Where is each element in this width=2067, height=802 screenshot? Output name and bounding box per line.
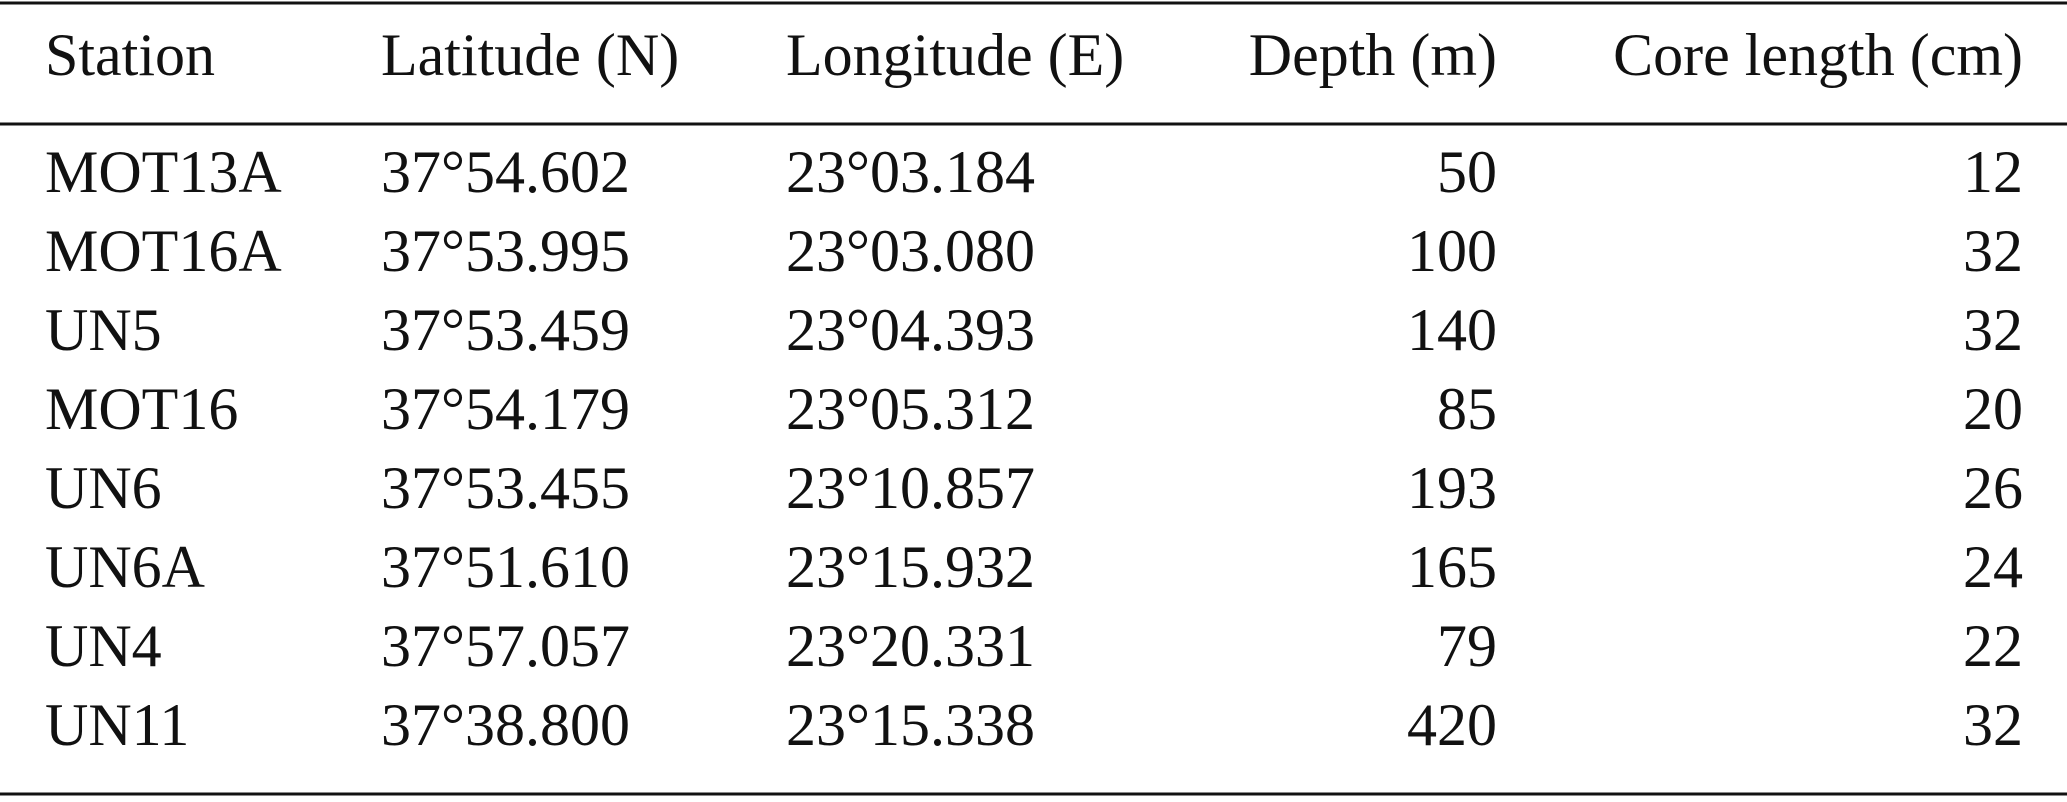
table-cell: 85 xyxy=(1437,376,1497,442)
table-cell: MOT16 xyxy=(45,376,238,442)
table-cell: UN6 xyxy=(45,455,162,521)
table-cell: 23°04.393 xyxy=(786,297,1035,363)
table-cell: 23°03.080 xyxy=(786,218,1035,284)
column-header: Core length (cm) xyxy=(1613,22,2023,88)
table-cell: 37°51.610 xyxy=(381,534,630,600)
table-cell: 37°53.995 xyxy=(381,218,630,284)
table-cell: MOT13A xyxy=(45,139,282,205)
table-cell: 50 xyxy=(1437,139,1497,205)
table-cell: 37°54.179 xyxy=(381,376,630,442)
column-header: Latitude (N) xyxy=(381,22,679,88)
table-cell: 37°57.057 xyxy=(381,613,630,679)
table-cell: UN4 xyxy=(45,613,162,679)
table-cell: 100 xyxy=(1407,218,1497,284)
table-cell: 23°15.338 xyxy=(786,692,1035,758)
table-cell: MOT16A xyxy=(45,218,282,284)
table-cell: 23°05.312 xyxy=(786,376,1035,442)
table-cell: 23°03.184 xyxy=(786,139,1035,205)
table-cell: UN11 xyxy=(45,692,189,758)
table-cell: 26 xyxy=(1963,455,2023,521)
table-cell: 165 xyxy=(1407,534,1497,600)
table-cell: 140 xyxy=(1407,297,1497,363)
table-cell: UN5 xyxy=(45,297,162,363)
table-cell: 12 xyxy=(1963,139,2023,205)
table-cell: 37°53.455 xyxy=(381,455,630,521)
table-cell: UN6A xyxy=(45,534,205,600)
column-header: Station xyxy=(45,22,215,88)
column-header: Longitude (E) xyxy=(786,22,1124,88)
table-cell: 23°15.932 xyxy=(786,534,1035,600)
table-cell: 24 xyxy=(1963,534,2023,600)
table-cell: 37°54.602 xyxy=(381,139,630,205)
table-cell: 37°53.459 xyxy=(381,297,630,363)
table-cell: 23°10.857 xyxy=(786,455,1035,521)
table-cell: 193 xyxy=(1407,455,1497,521)
table-cell: 32 xyxy=(1963,297,2023,363)
table-cell: 37°38.800 xyxy=(381,692,630,758)
table-cell: 32 xyxy=(1963,218,2023,284)
table-cell: 32 xyxy=(1963,692,2023,758)
table-cell: 79 xyxy=(1437,613,1497,679)
table-cell: 23°20.331 xyxy=(786,613,1035,679)
column-header: Depth (m) xyxy=(1249,22,1497,88)
table-cell: 420 xyxy=(1407,692,1497,758)
table-cell: 20 xyxy=(1963,376,2023,442)
table-cell: 22 xyxy=(1963,613,2023,679)
